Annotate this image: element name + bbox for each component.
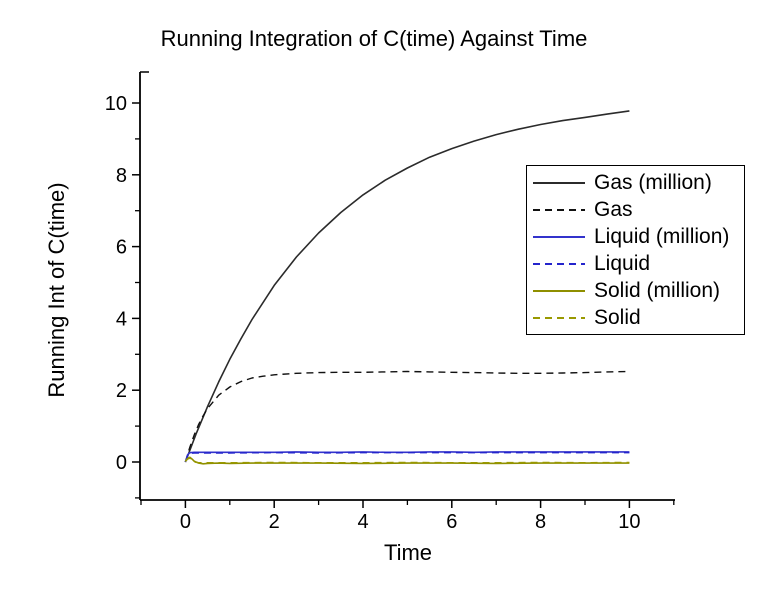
x-tick-label: 6 (446, 511, 457, 533)
legend-entry-gas: Gas (532, 197, 744, 223)
legend-entry-solid: Solid (532, 305, 744, 331)
legend-swatch-gas (533, 208, 585, 211)
legend-entry-gas-million: Gas (million) (532, 170, 744, 196)
y-tick-label: 6 (116, 237, 127, 259)
series-curve-gas (184, 370, 630, 463)
legend-swatch-liquid (533, 262, 585, 265)
legend-label-liquid: Liquid (594, 252, 651, 275)
x-tick-label: 10 (618, 511, 640, 533)
legend-label-solid-million: Solid (million) (594, 279, 721, 302)
y-tick-label: 0 (116, 452, 127, 474)
y-tick-label: 10 (105, 93, 127, 115)
legend-label-gas-million: Gas (million) (594, 171, 712, 194)
legend-entry-solid-million: Solid (million) (532, 278, 744, 304)
x-tick-label: 8 (535, 511, 546, 533)
x-axis-title: Time (383, 540, 433, 565)
legend-label-liquid-million: Liquid (million) (594, 225, 730, 248)
legend: Gas (million) Gas Liquid (million) Liquid So… (526, 165, 745, 335)
chart-title: Running Integration of C(time) Against T… (160, 26, 588, 51)
legend-swatch-solid (533, 316, 585, 319)
x-tick-label: 0 (180, 511, 191, 533)
legend-swatch-liquid-million (533, 235, 585, 238)
legend-entry-liquid-million: Liquid (million) (532, 224, 744, 250)
x-tick-label: 4 (357, 511, 368, 533)
series-curve-gas-million (184, 110, 630, 463)
x-tick-label: 2 (269, 511, 280, 533)
series-curve-solid-million (184, 456, 630, 465)
legend-swatch-solid-million (533, 289, 585, 292)
series-curve-liquid (184, 452, 630, 463)
legend-label-solid: Solid (594, 306, 641, 329)
y-tick-label: 8 (116, 165, 127, 187)
series-curve-solid (184, 457, 630, 464)
y-tick-label: 4 (116, 308, 127, 330)
legend-swatch-gas-million (533, 181, 585, 184)
legend-entry-liquid: Liquid (532, 251, 744, 277)
legend-label-gas: Gas (594, 198, 633, 221)
y-tick-label: 2 (116, 380, 127, 402)
